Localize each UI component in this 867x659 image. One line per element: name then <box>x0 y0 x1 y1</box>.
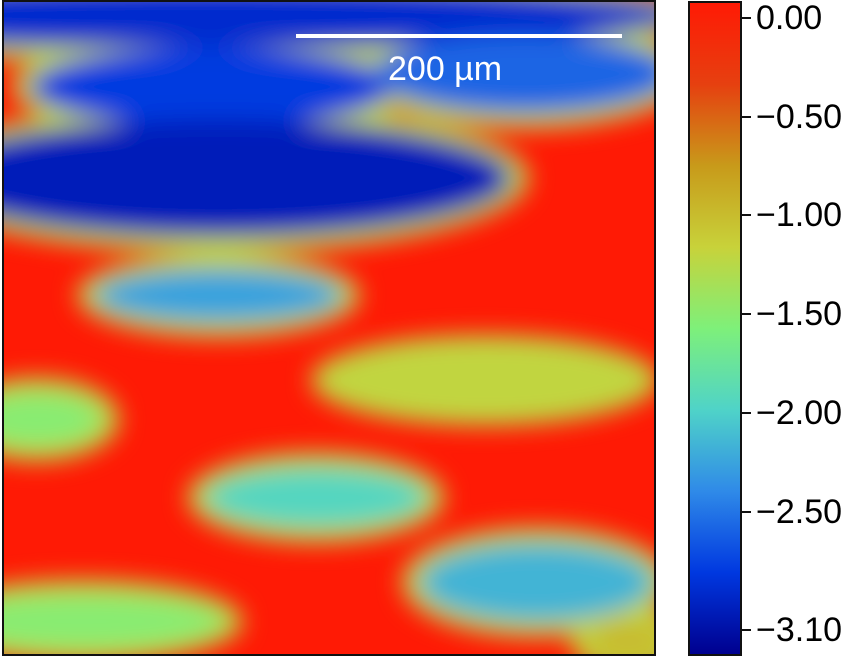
heatmap-plot <box>2 0 656 656</box>
heatmap-region-middle-left-blob <box>4 119 511 237</box>
colorbar <box>688 1 742 656</box>
scale-bar-label: 200 µm <box>388 50 503 88</box>
colorbar-tick-label: −0.50 <box>756 97 843 136</box>
heatmap-region-left-edge-blob <box>4 393 102 446</box>
heatmap-region-lower-right-blob <box>420 543 654 622</box>
colorbar-tick-label: −1.50 <box>756 295 843 334</box>
colorbar-tick-label: −3.10 <box>756 611 843 649</box>
heatmap-region-lower-center-blob <box>205 468 427 527</box>
colorbar-tick-label: −2.50 <box>756 492 843 531</box>
heatmap-region-right-band <box>329 350 641 410</box>
colorbar-tick <box>742 313 751 316</box>
colorbar-gradient <box>690 3 740 654</box>
heatmap-image <box>4 2 654 654</box>
heatmap-region-center-blob <box>95 269 342 322</box>
heatmap-region-bottom-left-blob <box>4 595 225 648</box>
heatmap-region-upper-right-blob <box>374 34 654 113</box>
colorbar-tick <box>742 629 751 631</box>
colorbar-tick <box>742 17 751 19</box>
colorbar-tick-label: −1.00 <box>756 196 843 235</box>
heatmap-region-bottom-right-blob <box>589 621 654 654</box>
colorbar-tick-label: 0.00 <box>756 0 823 37</box>
colorbar-tick <box>742 510 751 513</box>
colorbar-tick <box>742 115 751 118</box>
colorbar-tick <box>742 214 751 217</box>
heatmap-region-upper-left-blob <box>30 47 394 126</box>
scale-bar <box>296 34 622 38</box>
colorbar-tick-label: −2.00 <box>756 393 843 432</box>
colorbar-tick <box>742 411 751 414</box>
